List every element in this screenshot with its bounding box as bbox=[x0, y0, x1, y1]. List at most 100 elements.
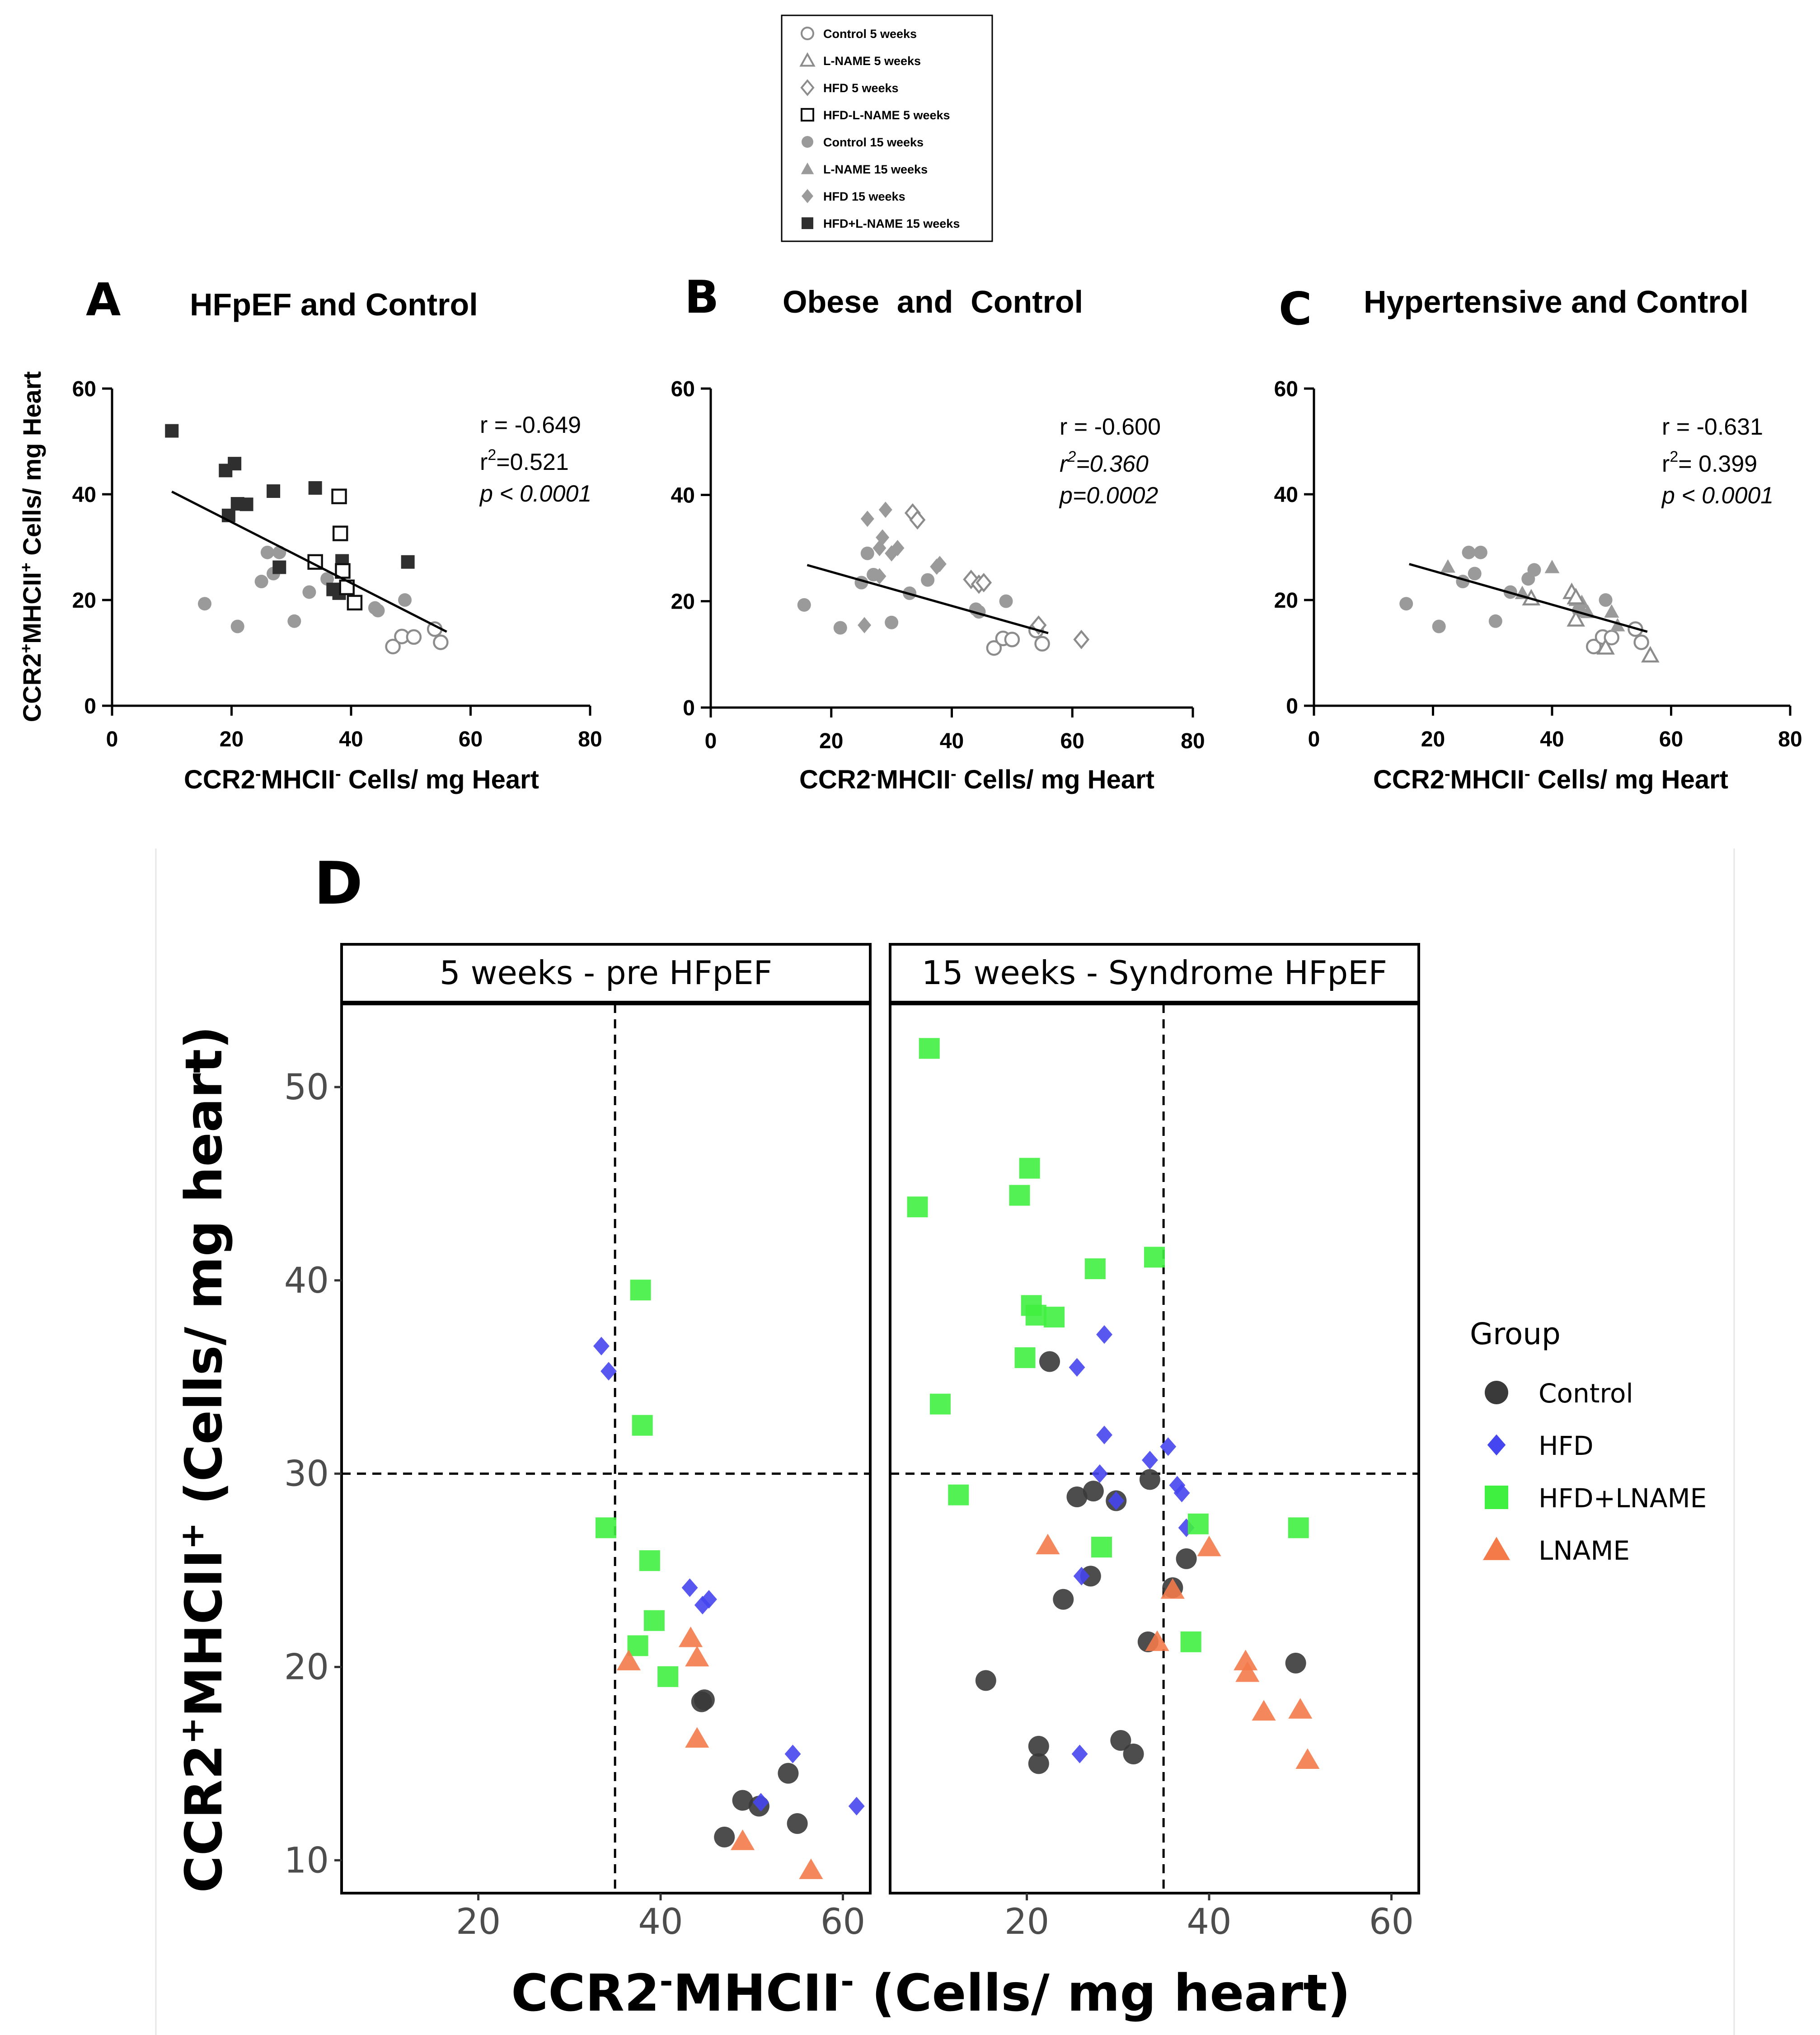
panel-a-xtick-label-80: 80 bbox=[578, 727, 602, 751]
panel-c-xtick-label-0: 0 bbox=[1308, 727, 1320, 751]
panel-a-point-control-5-weeks-2 bbox=[406, 629, 422, 645]
panel-a-point-control-15-weeks-7 bbox=[302, 585, 316, 599]
facet-1-point-hfd-2 bbox=[681, 1578, 698, 1597]
facet-2-point-control-7 bbox=[1083, 1481, 1104, 1502]
panel-c-point-control-5-weeks-0 bbox=[1585, 638, 1602, 655]
panel-c: C Hypertensive and Control r = -0.631 r2… bbox=[1274, 282, 1802, 794]
panel-c-point-control-15-weeks-0 bbox=[1399, 597, 1413, 611]
panel-c-ytick-label-20: 20 bbox=[1274, 589, 1298, 613]
panel-a-point-hfd-l-name-15-weeks-6 bbox=[267, 484, 281, 498]
panel-a-point-hfd-l-name-15-weeks-5 bbox=[239, 497, 253, 511]
panel-c-point-control-15-weeks-11 bbox=[1599, 593, 1613, 607]
panel-a-point-hfd-l-name-15-weeks-2 bbox=[228, 457, 242, 471]
panel-c-letter: C bbox=[1279, 282, 1312, 335]
legend-label-control-5-weeks: Control 5 weeks bbox=[823, 27, 917, 41]
facet-1-point-lname-2 bbox=[685, 1646, 709, 1667]
panel-b-point-hfd-15-weeks-6 bbox=[933, 556, 947, 572]
legend-marker-hfd-15-weeks bbox=[802, 189, 813, 203]
panel-b-point-hfd-5-weeks-4 bbox=[976, 572, 992, 592]
facet-2-point-lname-8 bbox=[1295, 1748, 1320, 1769]
panel-c-point-l-name-15-weeks-0 bbox=[1440, 559, 1455, 573]
facet-1-point-control-6 bbox=[787, 1813, 808, 1834]
facet-1-point-control-2 bbox=[714, 1826, 735, 1847]
panel-c-point-l-name-5-weeks-5 bbox=[1641, 646, 1660, 663]
legend-marker-l-name-5-weeks bbox=[799, 52, 816, 67]
panel-c-point-l-name-15-weeks-6 bbox=[1604, 604, 1619, 618]
facet-2-point-lname-4 bbox=[1234, 1650, 1258, 1670]
facet-2: 15 weeks - Syndrome HFpEF 20 40 60 bbox=[889, 943, 1420, 1942]
legend-marker-hfd-l-name-15-weeks bbox=[802, 217, 813, 229]
panel-d: D 5 weeks - pre HFpEF 20 40 60 10 20 30 40 50 15 … bbox=[155, 849, 1735, 2035]
panel-c-point-control-15-weeks-5 bbox=[1473, 545, 1487, 559]
panel-c-point-control-15-weeks-3 bbox=[1462, 545, 1476, 559]
panel-a-point-control-5-weeks-4 bbox=[433, 634, 449, 650]
facet-2-point-hfd-lname-3 bbox=[948, 1484, 969, 1505]
facet-1-point-hfd-lname-3 bbox=[639, 1550, 660, 1571]
facet-1-strip bbox=[340, 943, 872, 1003]
panel-c-xtick-label-80: 80 bbox=[1778, 727, 1802, 751]
facet-2-point-hfd-lname-12 bbox=[1144, 1247, 1165, 1268]
panel-a-ytick-label-60: 60 bbox=[72, 377, 96, 401]
facet-2-point-hfd-lname-14 bbox=[1187, 1513, 1209, 1534]
facet-2-point-hfd-lname-8 bbox=[1014, 1347, 1036, 1368]
panel-b-point-control-15-weeks-0 bbox=[797, 598, 811, 612]
facet-2-point-hfd-7 bbox=[1160, 1437, 1177, 1456]
facet-1-point-lname-1 bbox=[679, 1626, 703, 1647]
legend-marker-hfd-l-name-5-weeks bbox=[801, 108, 814, 122]
panel-b-r2-value: =0.360 bbox=[1076, 451, 1149, 477]
top-legend: Control 5 weeks L-NAME 5 weeks HFD 5 weeks… bbox=[781, 14, 993, 242]
panel-b-point-hfd-15-weeks-2 bbox=[878, 502, 892, 518]
facet-1-point-hfd-1 bbox=[600, 1362, 617, 1381]
panel-a-xtick-label-20: 20 bbox=[220, 727, 244, 751]
panel-c-xtick-label-40: 40 bbox=[1540, 727, 1564, 751]
facet-2-xtick-label-40: 40 bbox=[1187, 1902, 1231, 1942]
facet-1-point-lname-4 bbox=[731, 1829, 755, 1850]
panel-a-point-control-15-weeks-6 bbox=[287, 614, 301, 628]
facet-2-point-hfd-3 bbox=[1092, 1464, 1108, 1483]
facet-2-point-control-3 bbox=[1039, 1351, 1060, 1372]
facet-2-point-hfd-lname-2 bbox=[929, 1393, 951, 1415]
panel-b-point-hfd-15-weeks-3 bbox=[872, 540, 887, 556]
panel-b-point-hfd-15-weeks-9 bbox=[872, 568, 887, 585]
facet-2-point-control-11 bbox=[1139, 1469, 1160, 1490]
panel-a-p: p < 0.0001 bbox=[479, 481, 591, 507]
panel-a-point-control-15-weeks-0 bbox=[197, 597, 211, 611]
panel-a-point-hfd-l-name-5-weeks-2 bbox=[332, 525, 348, 541]
panel-a-point-control-15-weeks-8 bbox=[320, 572, 334, 586]
panel-a-point-control-5-weeks-0 bbox=[385, 638, 401, 655]
panel-c-xtick-label-20: 20 bbox=[1421, 727, 1445, 751]
legend-label-l-name-5-weeks: L-NAME 5 weeks bbox=[823, 54, 921, 68]
panel-a-r: r = -0.649 bbox=[480, 412, 581, 438]
facet-2-point-hfd-lname-5 bbox=[1019, 1158, 1040, 1179]
panel-c-regression-line bbox=[1409, 563, 1648, 633]
facet-2-point-lname-2 bbox=[1160, 1578, 1185, 1599]
facet-2-point-control-14 bbox=[1285, 1652, 1306, 1674]
facet-2-xtick-label-20: 20 bbox=[1004, 1902, 1049, 1942]
legend-d-marker-hfd bbox=[1487, 1434, 1506, 1456]
panel-c-title: Hypertensive and Control bbox=[1364, 284, 1749, 319]
panel-b-point-control-5-weeks-2 bbox=[1004, 632, 1020, 647]
facet-1-point-hfd-lname-6 bbox=[627, 1635, 648, 1656]
facet-1-point-hfd-7 bbox=[848, 1796, 865, 1816]
facet-2-panel-border bbox=[889, 1003, 1420, 1894]
facet-1: 5 weeks - pre HFpEF 20 40 60 10 20 30 40 50 bbox=[284, 943, 872, 1942]
facet-1-point-hfd-lname-0 bbox=[596, 1517, 616, 1538]
panel-c-p: p < 0.0001 bbox=[1661, 483, 1773, 509]
legend-label-control-15-weeks: Control 15 weeks bbox=[823, 136, 924, 149]
panel-b-point-hfd-15-weeks-7 bbox=[891, 540, 905, 556]
facet-1-xtick-label-20: 20 bbox=[456, 1902, 501, 1942]
legend-d-marker-lname bbox=[1482, 1537, 1510, 1560]
panel-a-xtick-label-40: 40 bbox=[339, 727, 363, 751]
panel-c-point-l-name-15-weeks-2 bbox=[1544, 559, 1560, 573]
facet-2-point-control-6 bbox=[1080, 1566, 1101, 1587]
facet-2-point-hfd-1 bbox=[1096, 1325, 1112, 1344]
legend-d-label-control: Control bbox=[1539, 1378, 1633, 1409]
panel-b-point-hfd-15-weeks-0 bbox=[860, 511, 874, 527]
facet-2-point-lname-1 bbox=[1145, 1630, 1169, 1651]
facet-2-strip bbox=[889, 943, 1420, 1003]
panel-b-point-control-5-weeks-4 bbox=[1034, 636, 1050, 652]
facet-1-xtick-label-60: 60 bbox=[821, 1902, 865, 1942]
panel-d-ytick-label-10: 10 bbox=[284, 1840, 329, 1881]
facet-1-point-lname-5 bbox=[799, 1858, 823, 1879]
